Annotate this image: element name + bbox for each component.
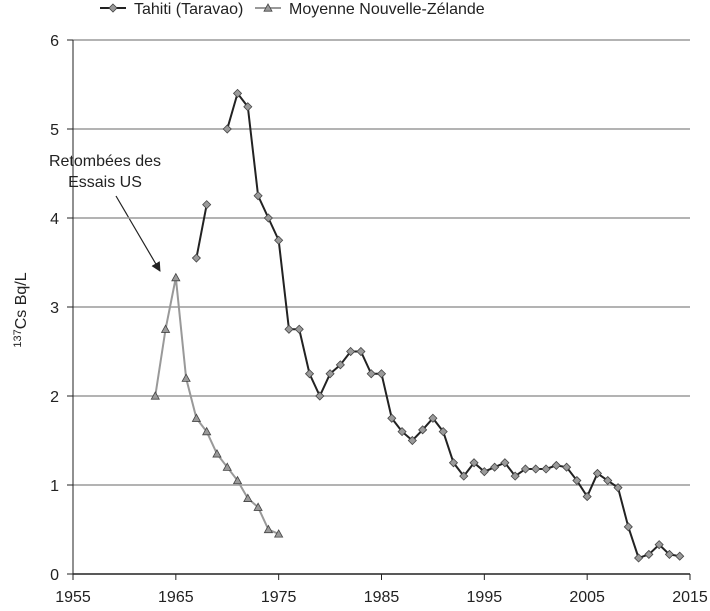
data-point: [325, 369, 335, 379]
data-point: [263, 213, 273, 223]
data-point: [387, 413, 397, 423]
data-point: [490, 462, 500, 472]
x-tick-label: 1965: [158, 589, 194, 606]
y-tick-label: 6: [50, 33, 59, 50]
data-point: [397, 427, 407, 437]
legend-marker: [263, 3, 273, 12]
data-point: [315, 391, 325, 401]
data-point: [623, 522, 633, 532]
data-point: [551, 460, 561, 470]
data-point: [675, 551, 685, 561]
data-point: [171, 272, 181, 282]
data-point: [376, 369, 387, 379]
data-point: [335, 360, 345, 370]
data-point: [613, 483, 623, 493]
data-point: [222, 124, 232, 134]
data-point: [520, 464, 531, 474]
x-tick-label: 1985: [364, 589, 400, 606]
data-point: [232, 88, 243, 98]
data-point: [273, 529, 284, 538]
y-tick-label: 2: [50, 389, 59, 406]
series-line: [154, 277, 280, 535]
data-point: [572, 475, 582, 486]
data-point: [212, 449, 222, 458]
data-point: [243, 493, 253, 502]
data-point: [366, 369, 376, 379]
data-point: [274, 235, 284, 245]
data-point: [479, 467, 489, 477]
data-point: [469, 458, 479, 468]
series-line: [195, 91, 680, 560]
data-point: [644, 549, 654, 559]
data-point: [562, 462, 572, 472]
data-point: [592, 468, 603, 478]
y-tick-label: 0: [50, 567, 59, 584]
data-point: [500, 458, 510, 468]
data-point: [428, 413, 438, 423]
data-point: [202, 200, 212, 210]
data-point: [253, 502, 263, 511]
data-point: [448, 458, 459, 468]
data-point: [603, 475, 613, 486]
data-point: [531, 464, 541, 474]
legend-label: Moyenne Nouvelle-Zélande: [289, 1, 485, 18]
data-point: [150, 391, 160, 400]
data-point: [346, 346, 356, 357]
x-tick-label: 1955: [55, 589, 91, 606]
y-label-superscript: 137: [12, 329, 24, 347]
data-point: [232, 475, 243, 485]
data-point: [304, 369, 315, 379]
data-point: [438, 427, 448, 437]
data-point: [263, 524, 274, 534]
x-tick-label: 2005: [569, 589, 605, 606]
data-point: [243, 102, 253, 112]
data-point: [222, 462, 232, 471]
data-point: [191, 413, 202, 422]
y-label-text: Cs Bq/L: [13, 272, 30, 329]
data-point: [181, 373, 191, 382]
x-tick-label: 1975: [261, 589, 297, 606]
y-tick-label: 3: [50, 300, 59, 317]
y-tick-label: 1: [50, 478, 59, 495]
annotation-line: Essais US: [68, 174, 142, 191]
y-tick-label: 5: [50, 122, 59, 139]
legend-label: Tahiti (Taravao): [134, 1, 243, 18]
data-point: [541, 464, 551, 474]
data-point: [284, 324, 294, 334]
annotation-line: Retombées des: [49, 153, 161, 170]
data-point: [191, 253, 201, 263]
data-point: [634, 553, 644, 563]
data-point: [582, 492, 592, 502]
y-tick-label: 4: [50, 211, 59, 228]
data-point: [253, 191, 263, 201]
data-point: [160, 324, 171, 333]
data-point: [510, 471, 520, 481]
data-point: [664, 549, 674, 559]
data-point: [418, 425, 428, 435]
data-point: [459, 471, 469, 481]
annotation-arrow: [115, 195, 161, 272]
data-point: [407, 435, 417, 446]
data-point: [294, 324, 304, 334]
y-axis-label: 137Cs Bq/L: [12, 272, 30, 347]
legend-marker: [108, 3, 118, 13]
data-point: [654, 540, 664, 550]
x-tick-label: 1995: [467, 589, 503, 606]
x-tick-label: 2015: [672, 589, 708, 606]
data-point: [356, 346, 366, 357]
data-point: [202, 426, 212, 436]
